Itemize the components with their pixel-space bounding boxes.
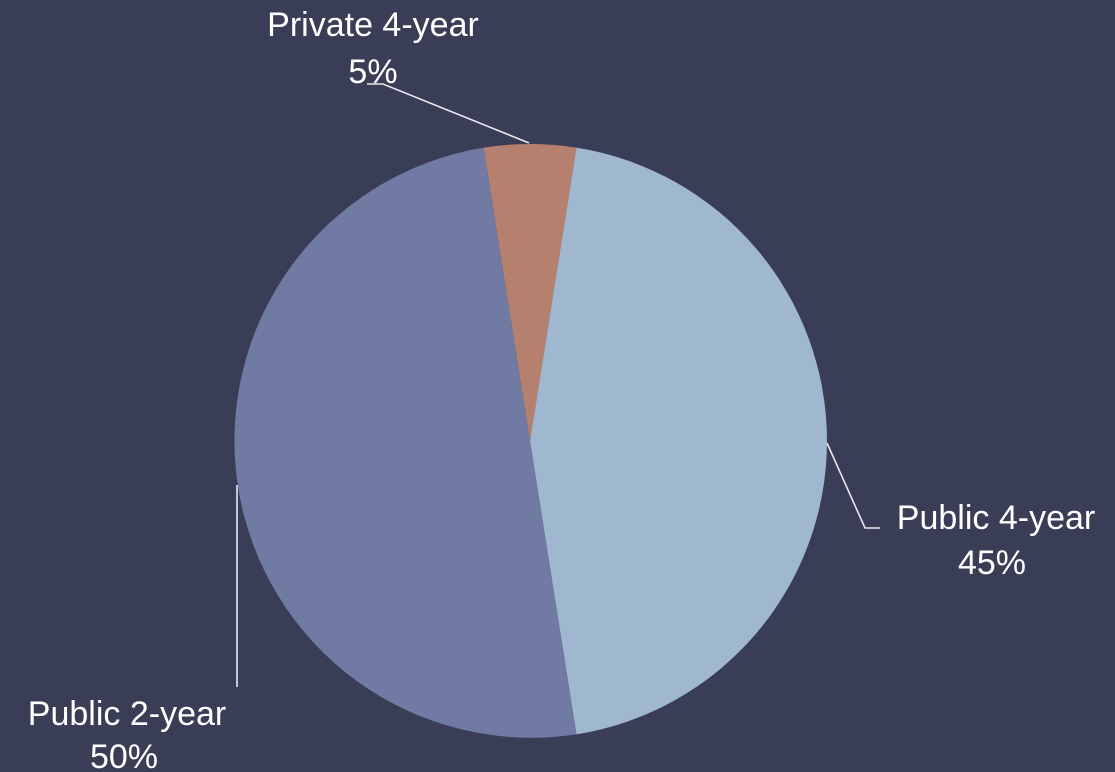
pie-slice-public-2-year <box>234 147 577 738</box>
label-public-4-year-percent: 45% <box>958 544 1026 582</box>
pie-slices <box>234 144 827 738</box>
label-public-4-year-category: Public 4-year <box>897 499 1095 537</box>
pie-slice-private-4-year <box>483 144 577 441</box>
slice-labels: Private 4-year 5% Public 4-year 45% Publ… <box>28 6 1095 772</box>
leader-line-public-4-year <box>826 442 880 529</box>
leader-lines <box>236 83 880 687</box>
label-private-4-year-category: Private 4-year <box>267 6 479 44</box>
pie-slice-public-4-year <box>530 147 827 735</box>
label-public-2-year-percent: 50% <box>90 738 158 772</box>
label-public-2-year-category: Public 2-year <box>28 695 226 733</box>
label-private-4-year-percent: 5% <box>348 53 397 91</box>
leader-line-private-4-year <box>367 83 530 144</box>
